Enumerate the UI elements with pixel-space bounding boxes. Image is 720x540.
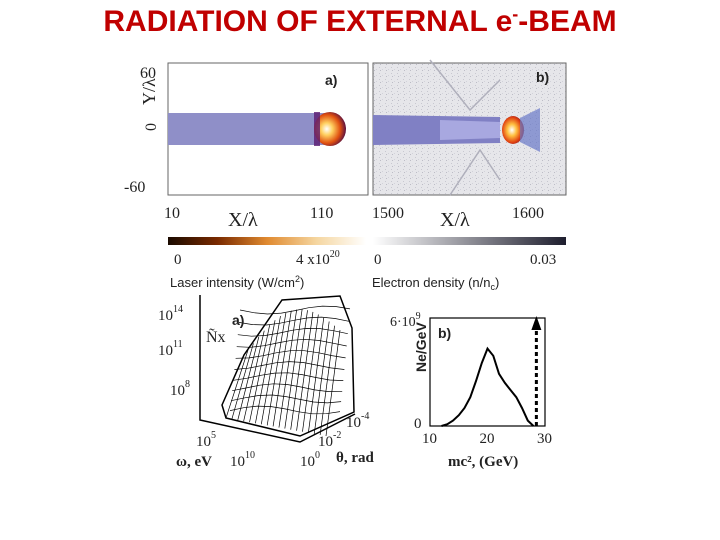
mesh-line [225, 349, 249, 419]
mesh-line [290, 310, 308, 430]
panel-a-xtick-left: 10 [164, 205, 180, 222]
electron-beam-core [440, 120, 500, 140]
panel-a: a) 60 0 -60 Y/λ 10 X/λ 110 [124, 62, 369, 231]
colorbar-laser-max: 4 x1020 [296, 249, 340, 268]
electron-spot [502, 116, 524, 144]
spectrum-xtick: 10 [422, 431, 437, 447]
colorbar-electron-gradient [373, 237, 566, 245]
mesh-line [319, 325, 335, 435]
mesh-line [231, 343, 254, 420]
mesh-contour [238, 316, 349, 326]
plot-3d-tag: a) [232, 312, 244, 328]
mesh-line [313, 321, 330, 434]
colorbar-laser-min: 0 [174, 252, 182, 268]
spectrum-ytick-zero: 0 [414, 416, 422, 432]
plot-3d-axes [199, 295, 356, 443]
spectrum-xtick: 20 [480, 431, 495, 447]
plot-3d-theta-tick-2: 100 [300, 450, 320, 470]
mesh-contour [231, 394, 342, 404]
mesh-contour [229, 405, 341, 415]
plot-3d-mesh [225, 305, 351, 437]
spectrum-xticks: 10 20 30 [422, 431, 552, 447]
panel-b-xtick-right: 1600 [512, 205, 544, 222]
title-main: RADIATION OF EXTERNAL e [103, 5, 513, 38]
panel-a-ylabel: Y/λ [139, 78, 159, 105]
panel-b: b) 1500 X/λ 1600 [372, 59, 567, 231]
mesh-contour [235, 350, 346, 359]
page-title: RADIATION OF EXTERNAL e--BEAM [0, 4, 720, 39]
mesh-line [278, 309, 298, 428]
mesh-line [237, 336, 260, 421]
mesh-line [325, 329, 341, 437]
panel-a-xtick-right: 110 [310, 205, 333, 222]
panel-b-xlabel: X/λ [440, 209, 470, 231]
plot-3d-omega-tick-1: 1010 [230, 450, 255, 470]
plot-3d-zlabel: Ñx [206, 328, 226, 346]
panel-b-tag: b) [536, 69, 549, 85]
plot-3d-theta-tick-1: 10-2 [318, 430, 341, 450]
mesh-contour [232, 383, 343, 392]
colorbar-electron-min: 0 [374, 252, 382, 268]
wake-lines [429, 59, 501, 196]
plot-3d-ztick-0: 1014 [158, 304, 183, 324]
title-sup: - [512, 4, 519, 24]
plot-3d-theta-tick-0: 10-4 [346, 411, 369, 431]
mesh-contour [233, 372, 344, 381]
spectrum-plot: b) 6·109 0 Ne/GeV 10 20 30 mc², (GeV) [390, 311, 552, 470]
colorbar-laser-label: Laser intensity (W/cm2) [170, 274, 304, 290]
laser-spot-edge [314, 112, 320, 146]
panel-b-xtick-left: 1500 [372, 205, 404, 222]
laser-beam-channel [168, 113, 328, 145]
title-tail: -BEAM [518, 5, 617, 38]
spectrum-ylabel: Ne/GeV [413, 322, 429, 372]
panel-a-xlabel: X/λ [228, 209, 258, 231]
colorbar-laser-gradient [168, 237, 366, 245]
spectrum-xlabel: mc², (GeV) [448, 454, 518, 470]
colorbar-laser: 0 4 x1020 Laser intensity (W/cm2) [168, 237, 366, 290]
panel-a-ytick-top: 60 [140, 65, 156, 82]
plot-3d-ztick-1: 1011 [158, 339, 183, 359]
mesh-contour [239, 305, 351, 315]
mesh-contour [237, 328, 348, 337]
panel-a-tag: a) [325, 72, 337, 88]
plot-3d-omega-label: ω, eV [176, 454, 212, 470]
plot-3d-theta-label: θ, rad [336, 450, 374, 466]
mesh-line [296, 311, 314, 431]
spectrum-ytick-top: 6·109 [390, 311, 421, 330]
plot-3d: a) Ñx 1014 1011 108 105 1010 ω, eV 10-4 … [158, 295, 374, 470]
plot-3d-ztick-2: 108 [170, 379, 190, 399]
laser-spot [314, 112, 346, 146]
electron-shock-cone [520, 108, 540, 152]
spectrum-marker-arrow [531, 316, 542, 330]
mesh-contour [236, 338, 347, 348]
mesh-line [249, 325, 270, 423]
panel-a-ytick-zero: 0 [143, 123, 160, 131]
spectrum-frame [429, 317, 546, 427]
colorbar-electron-max: 0.03 [530, 252, 556, 268]
panel-a-ytick-bottom: -60 [124, 179, 145, 196]
mesh-contour [234, 361, 345, 370]
colorbar-electron: 0 0.03 Electron density (n/nc) [372, 237, 566, 292]
mesh-line [302, 314, 319, 432]
spectrum-tag: b) [438, 325, 451, 341]
plot-3d-omega-tick-0: 105 [196, 430, 216, 450]
spectrum-xtick: 30 [537, 431, 552, 447]
colorbar-electron-label: Electron density (n/nc) [372, 275, 499, 292]
spectrum-series-line [441, 346, 535, 427]
